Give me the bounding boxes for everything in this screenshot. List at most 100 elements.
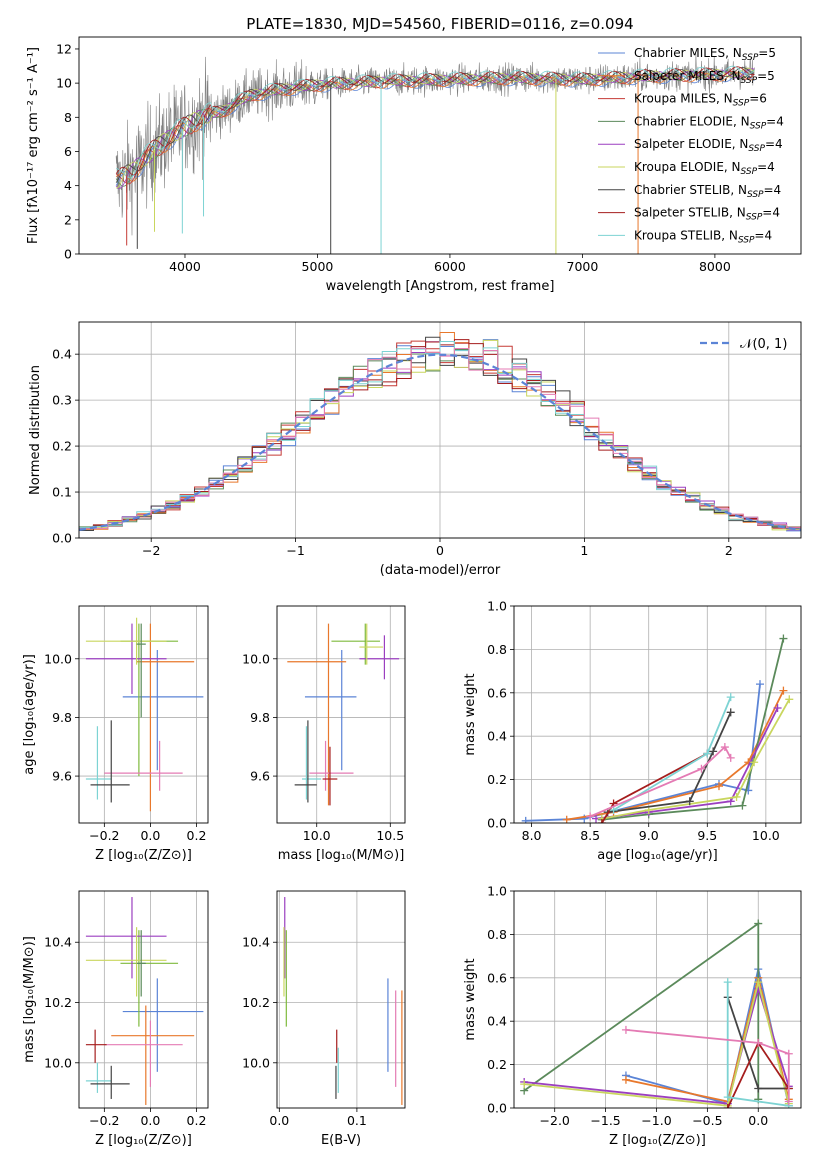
spectrum-ytick-label: 2: [64, 212, 72, 227]
spectrum-model-line: [116, 65, 755, 179]
weight_vs_age-ytick-label: 1.0: [487, 599, 507, 614]
weight_vs_Z-xtick-label: −1.0: [641, 1113, 671, 1128]
weight_vs_Z-frame: [513, 890, 802, 1109]
age_vs_mass-ytick-label: 9.6: [250, 769, 270, 784]
weight-marker: [726, 753, 735, 762]
weight_vs_age-frame: [513, 605, 802, 824]
age_vs_Z-ylabel: age [log₁₀(age/yr)]: [22, 654, 37, 775]
mass_vs_ebv-ytick-label: 10.0: [242, 1055, 270, 1070]
weight-marker: [723, 978, 732, 987]
residuals-ytick-label: 0.2: [52, 439, 72, 454]
weight_vs_age-xtick-label: 9.0: [639, 828, 659, 843]
age_vs_mass-xtick-label: 10.5: [376, 828, 404, 843]
age_vs_mass-frame: [276, 605, 406, 824]
weight-line: [523, 921, 760, 1100]
weight-marker: [754, 1084, 763, 1093]
spectrum-model-line: [115, 71, 755, 182]
mass_vs_Z-frame: [78, 890, 209, 1109]
weight-marker: [784, 1049, 793, 1058]
legend-label: Chabrier STELIB, NSSP=4: [634, 183, 781, 200]
weight_vs_age-ytick-label: 0.6: [487, 685, 507, 700]
spectrum-model-line: [115, 69, 755, 187]
spectrum-xlabel: wavelength [Angstrom, rest frame]: [326, 279, 555, 294]
weight-marker: [756, 680, 764, 689]
legend-label: Kroupa MILES, NSSP=6: [634, 92, 767, 109]
weight_vs_age-xlabel: age [log₁₀(age/yr)]: [597, 848, 718, 863]
mass_vs_Z-ytick-label: 10.4: [44, 935, 72, 950]
weight-marker: [720, 743, 729, 752]
weight_vs_Z-ytick-label: 0.4: [487, 1014, 507, 1029]
spectrum-legend: Chabrier MILES, NSSP=5 Salpeter MILES, NS…: [598, 46, 784, 245]
mass_vs_Z-xtick-label: 0.2: [187, 1113, 207, 1128]
spectrum-ytick-label: 10: [56, 76, 72, 91]
age_vs_Z-ytick-label: 9.6: [52, 769, 72, 784]
weight-marker: [784, 1097, 793, 1106]
spectrum-ytick-label: 12: [56, 41, 72, 56]
age_vs_mass-ytick-label: 10.0: [242, 651, 270, 666]
weight_vs_Z-ytick-label: 0.2: [487, 1057, 507, 1072]
weight_vs_Z-plot: [520, 919, 793, 1108]
weight-marker: [754, 978, 763, 987]
weight-marker: [723, 1093, 732, 1102]
legend-label: Kroupa ELODIE, NSSP=4: [634, 160, 775, 177]
residuals-ytick-label: 0.0: [52, 531, 72, 546]
weight-marker: [732, 792, 741, 801]
panels: 4000 5000 6000 7000 8000024681012wavelength …: [22, 36, 802, 1148]
spectrum-ytick-label: 8: [64, 110, 72, 125]
age_vs_Z-ytick-label: 10.0: [44, 651, 72, 666]
weight_vs_age-xtick-label: 8.0: [522, 828, 542, 843]
weight-marker: [754, 1038, 763, 1047]
residuals-plot: [79, 332, 801, 534]
spectrum-xtick-label: 7000: [567, 259, 599, 274]
spectrum-xtick-label: 6000: [434, 259, 466, 274]
weight-marker: [685, 797, 694, 806]
mass_vs_Z-ytick-label: 10.2: [44, 995, 72, 1010]
spectrum-xtick-label: 5000: [302, 259, 334, 274]
weight-marker: [726, 693, 735, 702]
age_vs_mass-ytick-label: 9.8: [250, 710, 270, 725]
residuals-xtick-label: −1: [286, 543, 304, 558]
weight-line: [566, 690, 785, 821]
weight_vs_Z-ylabel: mass weight: [463, 958, 478, 1040]
spectrum-ylabel: Flux [fλ10⁻¹⁷ erg cm⁻² s⁻¹ A⁻¹]: [26, 47, 41, 244]
weight_vs_Z-ytick-label: 0.8: [487, 927, 507, 942]
weight_vs_age-ytick-label: 0.4: [487, 729, 507, 744]
mass_vs_Z-xtick-label: 0.0: [140, 1113, 160, 1128]
age_vs_Z-ytick-label: 9.8: [52, 710, 72, 725]
mass_vs_ebv-plot: [283, 897, 403, 1105]
residuals-ylabel: Normed distribution: [28, 365, 43, 495]
mass_vs_ebv-xtick-label: 0.0: [269, 1113, 289, 1128]
spectrum-model-line: [115, 72, 755, 186]
mass_vs_Z-xlabel: Z [log₁₀(Z/Z⊙)]: [95, 1133, 192, 1148]
weight_vs_Z-ytick-label: 1.0: [487, 884, 507, 899]
gaussian-curve: [79, 353, 801, 531]
weight-marker: [750, 758, 759, 767]
residuals-xtick-label: 0: [436, 543, 444, 558]
mass_vs_ebv-xtick-label: 0.1: [347, 1113, 367, 1128]
weight-marker: [785, 695, 794, 704]
residuals-xtick-label: 2: [725, 543, 733, 558]
weight-marker: [773, 703, 782, 712]
weight-marker: [703, 749, 712, 758]
residuals-xtick-label: 1: [580, 543, 588, 558]
weight-marker: [697, 764, 706, 773]
weight_vs_age-ytick-label: 0.2: [487, 772, 507, 787]
spectrum-axes: 4000 5000 6000 7000 8000 0 2 4 6 8 10 12 wavelength …: [26, 41, 784, 294]
weight-marker: [709, 747, 718, 756]
residuals-ytick-label: 0.3: [52, 393, 72, 408]
mass_vs_Z-ylabel: mass [log₁₀(M/M⊙)]: [22, 936, 37, 1063]
spectrum-xtick-label: 8000: [699, 259, 731, 274]
residuals-frame: [78, 321, 802, 539]
weight_vs_age-xtick-label: 10.0: [752, 828, 780, 843]
mass_vs_ebv-xlabel: E(B-V): [321, 1133, 361, 1148]
spectrum-ytick-label: 4: [64, 178, 72, 193]
weight-marker: [521, 816, 530, 823]
gaussian-legend-label: 𝒩(0, 1): [740, 337, 787, 352]
spectrum-plot: [115, 53, 755, 254]
weight-marker: [597, 819, 606, 823]
spectrum-ytick-label: 6: [64, 144, 72, 159]
spectrum-model-line: [115, 66, 755, 176]
residuals-ytick-label: 0.4: [52, 347, 72, 362]
weight-marker: [723, 1104, 732, 1108]
age_vs_mass-plot: [287, 623, 400, 806]
